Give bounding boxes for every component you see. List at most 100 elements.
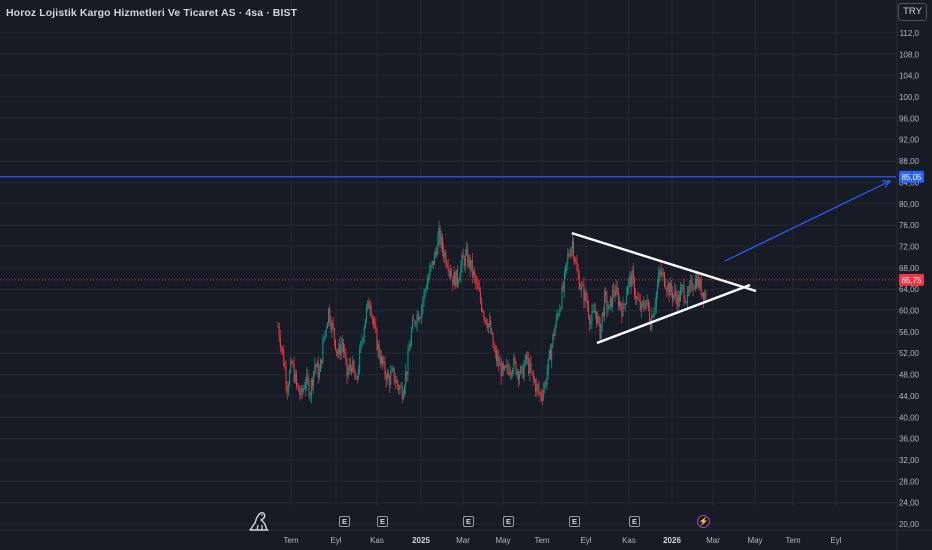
candle-body [573, 240, 575, 258]
projection-arrow[interactable] [724, 180, 891, 262]
triangle-lower-trendline[interactable] [596, 283, 751, 345]
candle-body [609, 297, 611, 305]
currency-button[interactable]: TRY [898, 3, 927, 21]
candle-body [691, 280, 693, 290]
candle-body [413, 320, 415, 322]
y-tick-label: 24,00 [899, 499, 920, 508]
candle-body [690, 280, 692, 285]
candle-body [574, 257, 576, 262]
candle-body [525, 355, 527, 359]
candle-body [637, 297, 639, 300]
candle-body [621, 307, 623, 317]
candle-body [571, 240, 573, 248]
tradingview-dino-icon[interactable] [247, 509, 271, 533]
candle-body [310, 379, 312, 396]
candle-body [579, 289, 581, 291]
candle-body [619, 301, 621, 306]
triangle-upper-trendline[interactable] [571, 231, 757, 293]
flash-icon[interactable]: ⚡ [697, 515, 710, 528]
candle-body [569, 255, 571, 257]
x-tick-label: 2026 [663, 536, 681, 545]
candle-body [562, 286, 564, 290]
candle-body [337, 351, 339, 355]
candle-body [657, 284, 658, 293]
candle-body [416, 313, 418, 324]
candles [277, 221, 707, 406]
y-tick-label: 36,00 [899, 435, 920, 444]
candle-body [632, 270, 634, 278]
candle-body [642, 303, 644, 305]
candle-body [663, 272, 665, 286]
candle-body [646, 299, 648, 301]
candle-body [356, 377, 358, 379]
candle-body [399, 386, 401, 390]
candle-body [456, 269, 458, 284]
candle-body [306, 374, 308, 384]
candle-body [417, 313, 419, 321]
y-tick-label: 100,0 [899, 93, 920, 102]
candle-body [605, 291, 607, 296]
candle-body [660, 270, 662, 276]
candle-body [335, 339, 336, 350]
earnings-e-icon[interactable]: E [569, 516, 580, 527]
candle-body [650, 321, 652, 330]
y-tick-label: 20,00 [899, 520, 920, 529]
candle-body [568, 254, 570, 256]
candle-body [348, 364, 350, 371]
candle-body [301, 388, 303, 392]
candle-body [648, 309, 650, 322]
candle-body [313, 371, 315, 386]
candle-body [629, 275, 631, 280]
candle-body [359, 350, 361, 372]
candle-body [484, 317, 486, 319]
x-tick-label: Mar [706, 536, 720, 545]
candle-body [508, 369, 510, 375]
candle-body [421, 306, 423, 318]
drawings[interactable] [0, 176, 896, 345]
candle-body [696, 277, 698, 287]
candle-body [596, 311, 598, 324]
candle-body [354, 371, 356, 380]
candle-body [347, 370, 349, 376]
candle-body [554, 326, 556, 336]
y-tick-label: 56,00 [899, 328, 920, 337]
candle-body [286, 384, 288, 392]
candle-body [540, 394, 542, 397]
candle-body [443, 249, 445, 258]
earnings-e-icon[interactable]: E [503, 516, 514, 527]
candle-body [438, 227, 440, 238]
candle-body [524, 355, 526, 366]
candle-body [616, 287, 618, 294]
candle-body [400, 386, 402, 388]
candle-body [294, 373, 296, 382]
candle-body [346, 358, 348, 376]
candle-body [581, 285, 583, 290]
candle-body [700, 279, 702, 296]
candle-body [384, 361, 386, 375]
y-tick-label: 104,0 [899, 72, 920, 81]
time-axis[interactable]: Tem Eyl Kas 2025 Mar May Tem Eyl Kas 2026 Mar May Te… [0, 529, 932, 545]
candle-body [427, 281, 428, 290]
candle-body [667, 283, 669, 291]
x-tick-label: Tem [785, 536, 800, 545]
candle-body [505, 366, 507, 367]
candle-body [655, 292, 657, 306]
earnings-e-icon[interactable]: E [629, 516, 640, 527]
candle-body [506, 364, 508, 367]
candle-body [634, 277, 635, 296]
earnings-e-icon[interactable]: E [463, 516, 474, 527]
candle-body [320, 359, 322, 372]
candle-body [492, 332, 494, 347]
earnings-e-icon[interactable]: E [339, 516, 350, 527]
candle-body [500, 363, 502, 377]
candle-body [432, 260, 434, 265]
candle-body [559, 309, 561, 316]
candle-body [455, 269, 457, 287]
earnings-e-icon[interactable]: E [377, 516, 388, 527]
candle-body [460, 265, 462, 278]
candle-body [493, 346, 495, 351]
price-axis[interactable]: 20,00 24,00 28,00 32,00 36,00 40,00 44,00 48,00… [896, 0, 924, 550]
candle-body [561, 286, 563, 308]
